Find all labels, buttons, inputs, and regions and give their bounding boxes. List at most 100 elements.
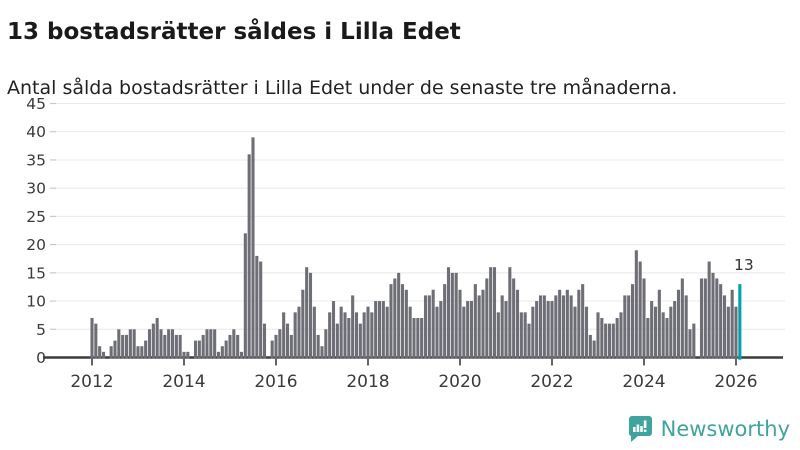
bar: [213, 329, 217, 359]
bar: [584, 306, 589, 359]
bar: [665, 317, 669, 359]
bar: [439, 301, 443, 359]
bar: [236, 334, 240, 359]
bar: [512, 278, 516, 359]
bar: [182, 351, 186, 359]
bar: [370, 312, 374, 359]
bar: [692, 323, 696, 359]
bar: [550, 301, 554, 359]
bar: [726, 306, 730, 359]
bar: [174, 334, 178, 359]
bar: [358, 323, 362, 359]
bar: [301, 289, 305, 359]
bar: [362, 312, 366, 359]
bar: [634, 250, 638, 359]
x-axis-tick-label: 2026: [714, 372, 757, 392]
y-axis-tick-label: 10: [26, 293, 46, 311]
y-axis-tick-label: 20: [26, 236, 46, 254]
bar: [381, 301, 385, 359]
bar: [136, 346, 140, 359]
bar: [515, 289, 520, 359]
bar: [592, 340, 596, 359]
bar: [339, 306, 343, 359]
bar: [657, 289, 661, 359]
bar: [408, 306, 412, 359]
bar: [393, 278, 397, 359]
bar: [473, 284, 477, 359]
bar: [159, 329, 163, 359]
bar: [305, 267, 309, 359]
bar: [121, 334, 125, 359]
bar: [124, 334, 129, 359]
bar: [496, 312, 500, 359]
bar: [450, 272, 454, 359]
bar: [588, 334, 592, 359]
bar: [178, 334, 182, 359]
bar: [466, 301, 470, 359]
y-axis-tick-label: 40: [26, 123, 46, 141]
chart-subtitle: Antal sålda bostadsrätter i Lilla Edet u…: [7, 77, 678, 99]
bar: [262, 323, 267, 359]
bar: [619, 312, 623, 359]
bar: [535, 301, 539, 359]
bar: [653, 306, 658, 359]
bar: [247, 154, 251, 359]
bar: [650, 301, 654, 359]
bar: [431, 289, 435, 359]
bar: [734, 306, 738, 359]
bar: [167, 329, 171, 359]
bar: [676, 289, 681, 359]
bar: [193, 340, 198, 359]
bar: [684, 295, 688, 359]
bar: [274, 334, 278, 359]
bar: [707, 261, 711, 359]
bar: [140, 346, 144, 359]
bar: [722, 295, 727, 359]
bar: [443, 284, 447, 359]
bar: [232, 329, 236, 359]
bar: [669, 306, 673, 359]
bar: [343, 312, 347, 359]
x-axis-tick-label: 2018: [346, 372, 389, 392]
newsworthy-wordmark: Newsworthy: [660, 416, 790, 441]
bar: [715, 278, 719, 359]
bar: [312, 306, 316, 359]
bar: [523, 312, 527, 359]
bar: [259, 261, 263, 359]
x-axis-tick-label: 2020: [438, 372, 481, 392]
bar: [561, 295, 566, 359]
bar: [205, 329, 209, 359]
bar: [519, 312, 523, 359]
bar: [282, 312, 286, 359]
y-axis-tick-label: 45: [26, 95, 46, 113]
bar: [673, 301, 677, 359]
bar: [117, 329, 121, 359]
bar: [128, 329, 132, 359]
bar: [642, 278, 646, 359]
bar: [251, 137, 255, 359]
bar: [481, 289, 485, 359]
bar: [527, 323, 531, 359]
bar: [377, 301, 382, 359]
bar: [335, 323, 339, 359]
bar: [730, 289, 734, 359]
bar: [581, 284, 585, 359]
newsworthy-icon: [627, 415, 653, 442]
bar: [477, 295, 481, 359]
bar: [270, 340, 274, 359]
bar: [688, 329, 692, 359]
bar: [389, 284, 393, 359]
bar: [331, 301, 336, 359]
bar: [680, 278, 684, 359]
y-axis-tick-label: 30: [26, 180, 46, 198]
bar: [646, 317, 650, 359]
bar: [197, 340, 201, 359]
bar: [627, 295, 631, 359]
bar: [542, 295, 546, 359]
bar: [577, 289, 581, 359]
bar: [435, 306, 439, 359]
bar: [216, 351, 221, 359]
newsworthy-logo: Newsworthy: [627, 415, 790, 442]
bar: [400, 284, 405, 359]
